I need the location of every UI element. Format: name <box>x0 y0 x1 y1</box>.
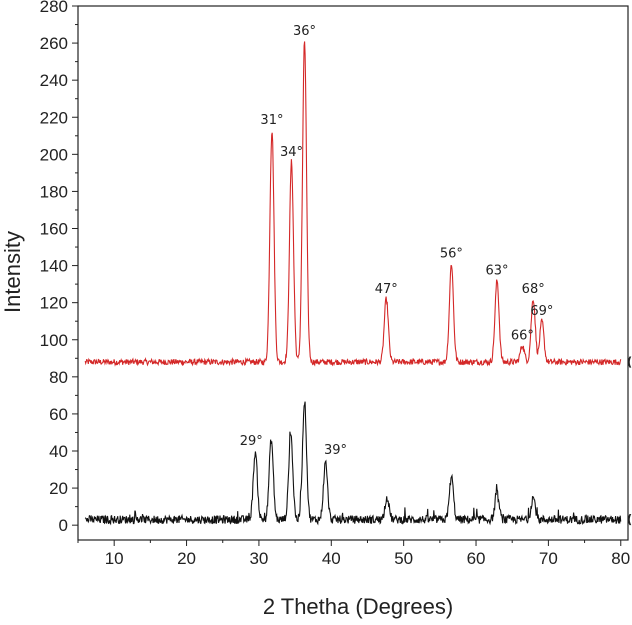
x-tick-label: 20 <box>177 549 196 568</box>
x-tick-label: 40 <box>322 549 341 568</box>
peak-label: 56° <box>440 247 463 262</box>
y-tick-label: 200 <box>40 145 68 164</box>
series-label: (b) <box>627 513 632 527</box>
peak-label: 47° <box>375 282 398 297</box>
x-axis-title: 2 Thetha (Degrees) <box>263 594 453 619</box>
y-tick-label: 0 <box>59 516 68 535</box>
x-tick-label: 10 <box>105 549 124 568</box>
series-a-line <box>84 41 622 367</box>
x-tick-label: 70 <box>539 549 558 568</box>
y-tick-label: 100 <box>40 331 68 350</box>
axes: 10 20 30 40 50 60 70 80 0 20 40 60 80 100 120 140 160 180… <box>40 0 631 568</box>
peak-label: 68° <box>522 282 545 297</box>
y-tick-label: 220 <box>40 108 68 127</box>
peak-label: 39° <box>324 443 347 458</box>
y-tick-label: 20 <box>49 479 68 498</box>
peak-label: 69° <box>530 304 553 319</box>
y-tick-label: 60 <box>49 405 68 424</box>
y-tick-label: 40 <box>49 442 68 461</box>
y-tick-label: 140 <box>40 257 68 276</box>
peak-label: 31° <box>260 113 283 128</box>
x-tick-label: 30 <box>249 549 268 568</box>
y-tick-label: 160 <box>40 220 68 239</box>
peak-label: 29° <box>240 434 263 449</box>
y-tick-label: 240 <box>40 71 68 90</box>
peak-label: 36° <box>293 24 316 39</box>
series-layer <box>84 41 622 526</box>
labels-layer: 31° 34° 36° 47° 56° 63° 66° 68° 69° (a) 29° 39° (b) <box>240 24 632 526</box>
plot-frame <box>77 5 629 541</box>
x-tick-label: 60 <box>467 549 486 568</box>
x-tick-label: 80 <box>611 549 630 568</box>
y-tick-label: 280 <box>40 0 68 16</box>
x-tick-label: 50 <box>394 549 413 568</box>
series-label: (a) <box>627 355 632 369</box>
y-tick-label: 80 <box>49 368 68 387</box>
y-tick-label: 120 <box>40 294 68 313</box>
peak-label: 66° <box>511 328 534 343</box>
y-axis-title: Intensity <box>0 231 25 313</box>
series-b-line <box>84 401 622 526</box>
peak-label: 34° <box>280 145 303 160</box>
peak-label: 63° <box>485 263 508 278</box>
y-tick-label: 180 <box>40 182 68 201</box>
y-tick-label: 260 <box>40 34 68 53</box>
